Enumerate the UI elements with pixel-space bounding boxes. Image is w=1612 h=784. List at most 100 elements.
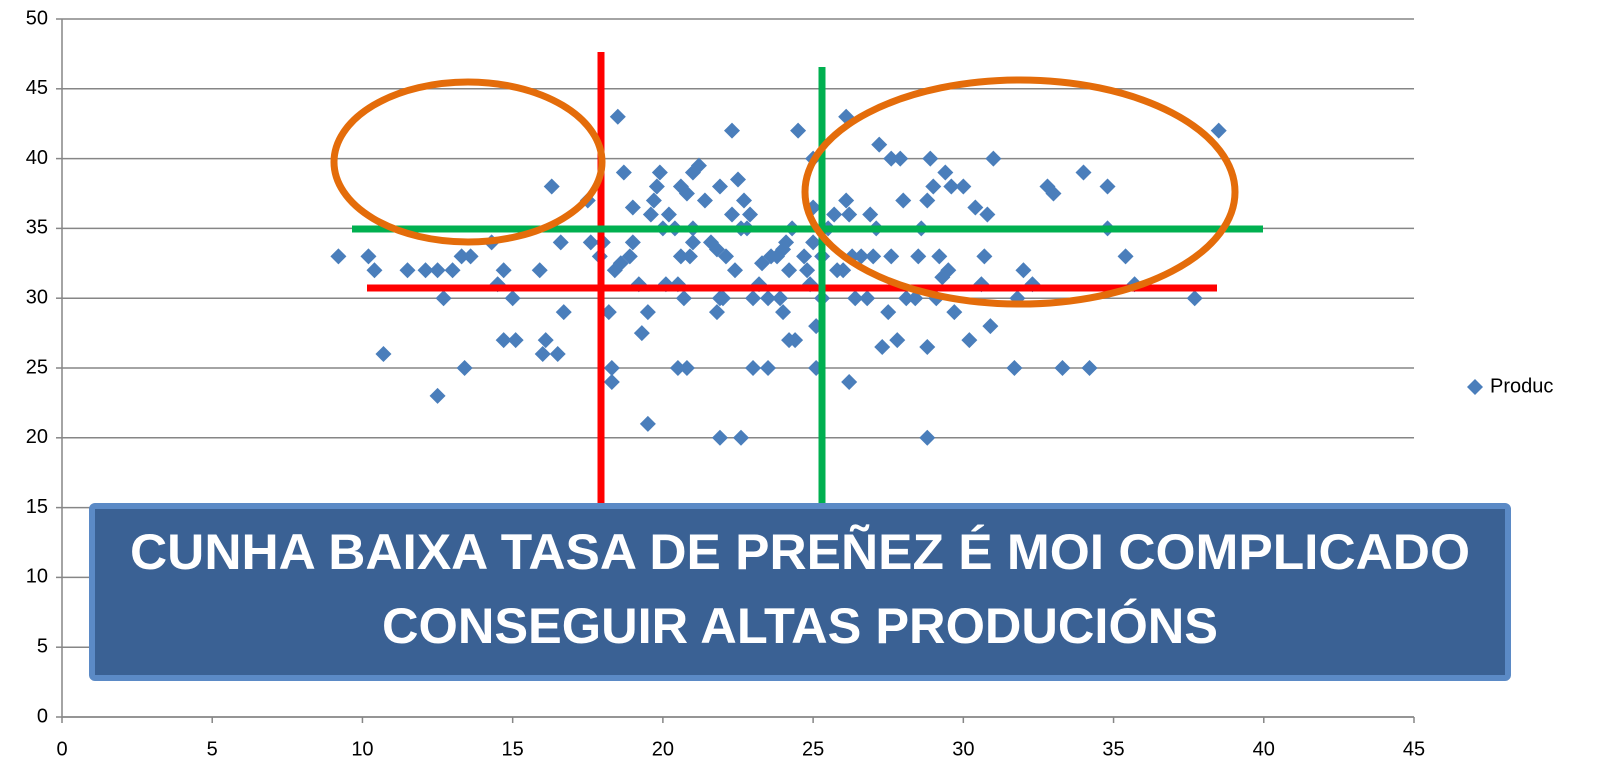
point xyxy=(723,206,740,223)
point xyxy=(669,360,686,376)
point xyxy=(1081,360,1098,376)
point xyxy=(543,178,560,195)
point xyxy=(444,262,461,279)
point xyxy=(537,332,554,349)
point xyxy=(504,290,521,307)
point xyxy=(754,255,771,272)
point xyxy=(883,150,900,167)
point xyxy=(787,332,804,349)
point xyxy=(847,290,864,307)
point xyxy=(600,304,617,321)
x-tick-label: 25 xyxy=(802,738,824,760)
point xyxy=(675,290,692,307)
point xyxy=(775,304,792,321)
point xyxy=(805,234,822,251)
point xyxy=(1186,290,1203,307)
point xyxy=(742,206,759,223)
point xyxy=(429,262,446,279)
point xyxy=(1015,262,1032,279)
y-tick-label: 10 xyxy=(26,566,48,588)
point xyxy=(1006,360,1023,376)
point xyxy=(880,304,897,321)
point xyxy=(865,248,882,265)
point xyxy=(603,373,620,390)
point xyxy=(745,360,762,376)
point xyxy=(955,178,972,195)
point xyxy=(862,206,879,223)
point xyxy=(1075,164,1092,181)
point xyxy=(717,248,734,265)
point xyxy=(1054,360,1071,376)
left-ellipse xyxy=(330,78,606,246)
point xyxy=(979,206,996,223)
point xyxy=(366,262,383,279)
point xyxy=(790,122,807,139)
point xyxy=(642,206,659,223)
point xyxy=(681,248,698,265)
point xyxy=(534,346,551,363)
point xyxy=(690,157,707,174)
point xyxy=(615,164,632,181)
legend-marker xyxy=(1467,379,1483,395)
y-tick-label: 50 xyxy=(26,7,48,29)
banner-line: CUNHA BAIXA TASA DE PREÑEZ É MOI COMPLIC… xyxy=(130,524,1470,580)
point xyxy=(919,429,936,446)
point xyxy=(937,164,954,181)
x-tick-label: 15 xyxy=(502,738,524,760)
legend-label: Produc xyxy=(1490,375,1553,397)
point xyxy=(898,290,915,307)
point xyxy=(603,360,620,376)
point xyxy=(895,192,912,209)
point xyxy=(648,178,665,195)
point xyxy=(714,290,731,307)
point xyxy=(760,290,777,307)
overlay: CUNHA BAIXA TASA DE PREÑEZ É MOI COMPLIC… xyxy=(89,52,1511,681)
point xyxy=(330,248,347,265)
point xyxy=(967,199,984,216)
point xyxy=(859,290,876,307)
point xyxy=(871,136,888,153)
point xyxy=(1210,122,1227,139)
point xyxy=(672,248,689,265)
point xyxy=(711,429,728,446)
point xyxy=(552,234,569,251)
point xyxy=(892,150,909,167)
point xyxy=(778,234,795,251)
y-tick-label: 30 xyxy=(26,286,48,308)
point xyxy=(495,332,512,349)
point xyxy=(456,360,473,376)
point xyxy=(684,234,701,251)
point xyxy=(910,248,927,265)
point xyxy=(922,150,939,167)
point xyxy=(919,339,936,356)
point xyxy=(760,360,777,376)
point xyxy=(745,290,762,307)
legend: Produc xyxy=(1467,375,1553,397)
y-tick-label: 40 xyxy=(26,147,48,169)
point xyxy=(711,178,728,195)
x-tick-label: 20 xyxy=(652,738,674,760)
y-tick-label: 45 xyxy=(26,77,48,99)
y-tick-label: 25 xyxy=(26,356,48,378)
point xyxy=(495,262,512,279)
x-tick-label: 40 xyxy=(1253,738,1275,760)
y-tick-label: 5 xyxy=(37,635,48,657)
point xyxy=(838,192,855,209)
x-tick-label: 45 xyxy=(1403,738,1425,760)
y-tick-label: 35 xyxy=(26,217,48,239)
point xyxy=(841,373,858,390)
point xyxy=(453,248,470,265)
point xyxy=(660,206,677,223)
point xyxy=(651,164,668,181)
point xyxy=(943,178,960,195)
point xyxy=(639,304,656,321)
point xyxy=(429,387,446,404)
point xyxy=(645,192,662,209)
point xyxy=(633,325,650,342)
point xyxy=(639,415,656,432)
point xyxy=(582,234,599,251)
banner-line: CONSEGUIR ALTAS PRODUCIÓNS xyxy=(382,598,1218,654)
point xyxy=(931,248,948,265)
point xyxy=(1117,248,1134,265)
y-tick-label: 0 xyxy=(37,705,48,727)
